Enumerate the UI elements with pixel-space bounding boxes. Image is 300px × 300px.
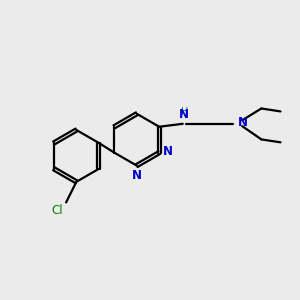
Text: Cl: Cl bbox=[52, 204, 63, 217]
Text: N: N bbox=[238, 116, 248, 129]
Text: N: N bbox=[179, 108, 189, 122]
Text: N: N bbox=[163, 145, 173, 158]
Text: H: H bbox=[181, 107, 188, 117]
Text: N: N bbox=[132, 169, 142, 182]
